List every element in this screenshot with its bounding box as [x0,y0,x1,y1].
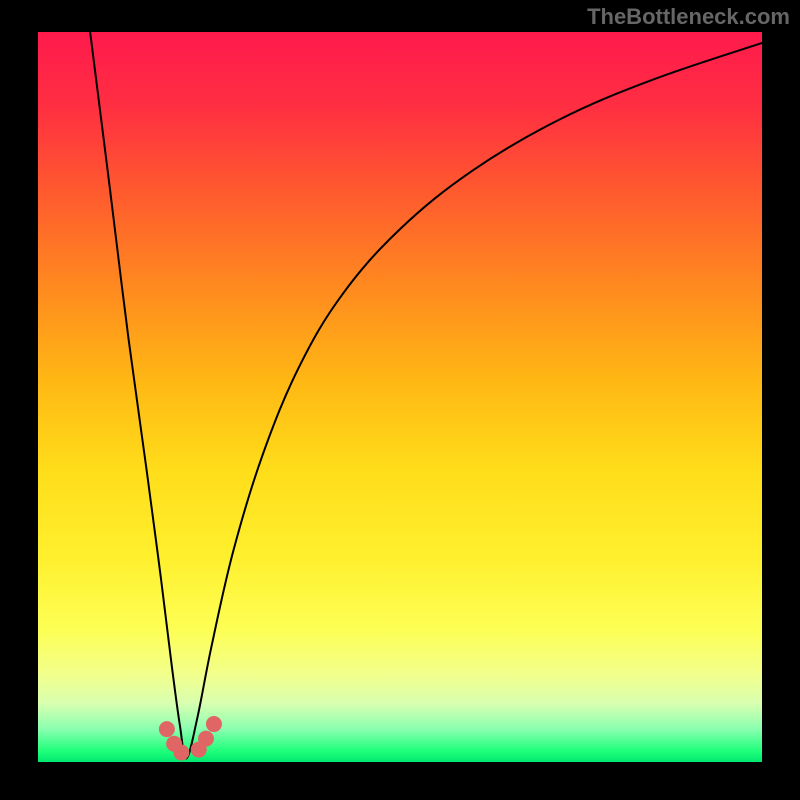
data-marker [173,745,189,761]
marker-group [159,716,222,760]
chart-container: TheBottleneck.com [0,0,800,800]
bottleneck-curve [90,32,762,758]
watermark-text: TheBottleneck.com [587,4,790,30]
data-marker [159,721,175,737]
plot-area [38,32,762,762]
data-marker [198,731,214,747]
curve-svg [38,32,762,762]
data-marker [206,716,222,732]
